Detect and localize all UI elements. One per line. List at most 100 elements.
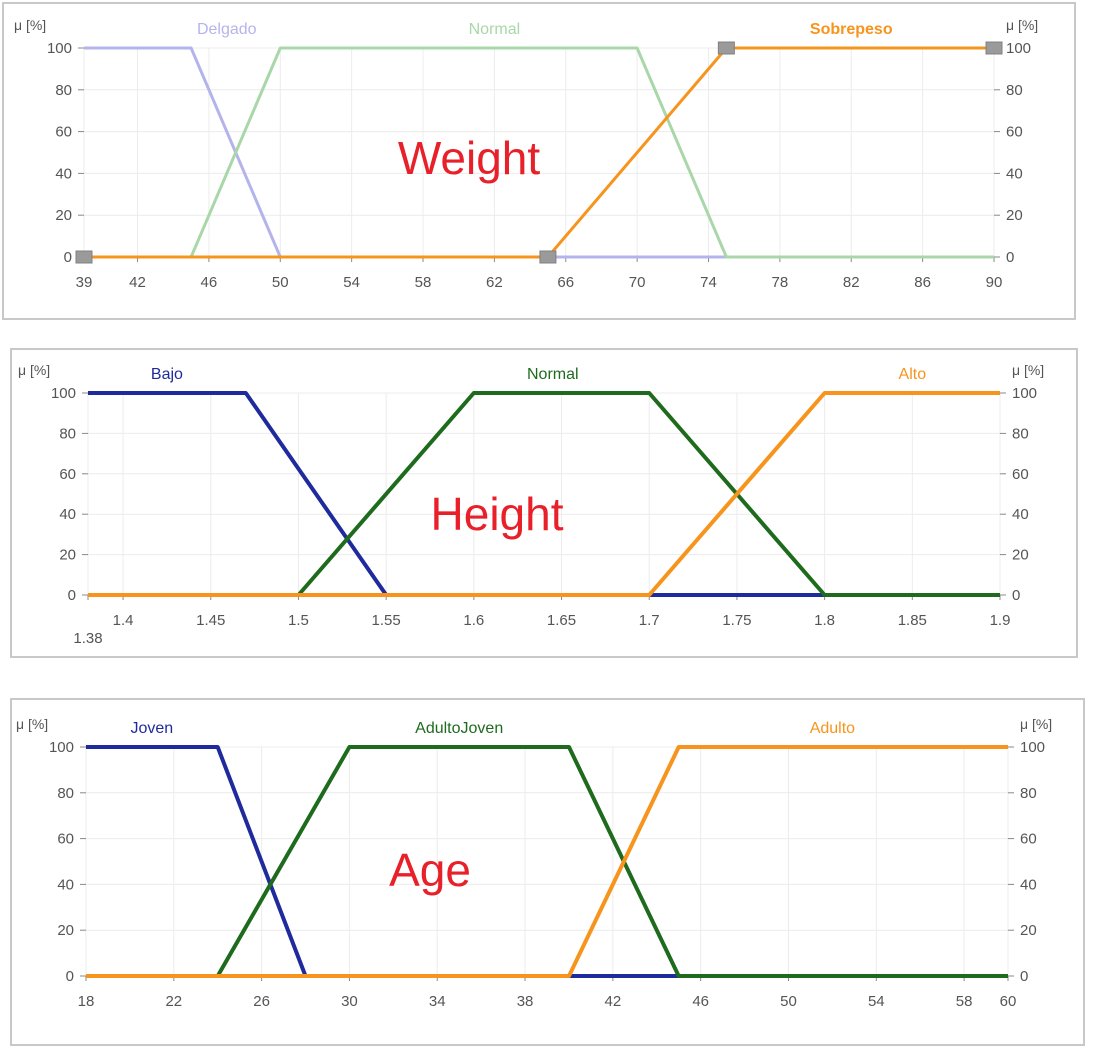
weight-x-tick-13: 90 <box>986 274 1003 291</box>
age-x-tick-6: 42 <box>605 993 622 1010</box>
height-legend-bajo: Bajo <box>151 366 183 383</box>
height-y-tick-left-5: 100 <box>51 385 76 402</box>
height-y-tick-right-1: 20 <box>1012 547 1029 564</box>
age-y-tick-right-1: 20 <box>1020 922 1037 939</box>
weight-x-tick-4: 54 <box>343 274 360 291</box>
weight-x-tick-10: 78 <box>772 274 789 291</box>
weight-legend-sobrepeso: Sobrepeso <box>810 21 893 38</box>
age-plot-area <box>85 746 1009 977</box>
height-y-tick-right-0: 0 <box>1012 587 1020 604</box>
height-y-tick-left-2: 40 <box>59 506 76 523</box>
age-y-tick-left-1: 20 <box>57 922 74 939</box>
height-series-alto <box>88 391 1000 597</box>
weight-y-tick-right-1: 20 <box>1006 207 1023 224</box>
age-title: Age <box>389 844 471 896</box>
height-x-tick-1: 1.4 <box>113 612 134 629</box>
height-x-tick-5: 1.6 <box>463 612 484 629</box>
age-y-tick-right-3: 60 <box>1020 831 1037 848</box>
weight-chart-panel: 0 0 20 20 40 40 60 60 80 80 100 100 39 42 46 50 54 58 62 66… <box>2 2 1076 320</box>
age-series-adultojoven <box>215 745 1008 978</box>
age-x-tick-7: 46 <box>692 993 709 1010</box>
age-y-tick-right-0: 0 <box>1020 968 1028 985</box>
weight-x-tick-0: 39 <box>76 274 93 291</box>
height-ylabel-left: μ [%] <box>18 362 50 378</box>
weight-ylabel-left: μ [%] <box>14 17 46 33</box>
height-x-tick-2: 1.45 <box>196 612 225 629</box>
height-x-tick-3: 1.5 <box>288 612 309 629</box>
weight-x-tick-11: 82 <box>843 274 860 291</box>
weight-chart: 0 0 20 20 40 40 60 60 80 80 100 100 39 42 46 50 54 58 62 66… <box>14 17 1038 291</box>
weight-y-tick-left-1: 20 <box>55 207 72 224</box>
age-x-tick-3: 30 <box>341 993 358 1010</box>
height-title: Height <box>431 488 564 540</box>
age-y-tick-left-0: 0 <box>66 968 74 985</box>
weight-series-sobrepeso <box>84 46 994 259</box>
age-y-tick-left-5: 100 <box>49 739 74 756</box>
weight-handle-1 <box>539 250 557 264</box>
height-x-tick-9: 1.8 <box>814 612 835 629</box>
weight-handle-0 <box>75 250 93 264</box>
age-y-tick-right-4: 80 <box>1020 785 1037 802</box>
age-x-tick-1: 22 <box>165 993 182 1010</box>
age-y-tick-right-2: 40 <box>1020 876 1037 893</box>
height-x-tick-10: 1.85 <box>898 612 927 629</box>
age-x-tick-8: 50 <box>780 993 797 1010</box>
height-chart-panel: 0 0 20 20 40 40 60 60 80 80 100 100 1.38 1.4 1.45 1.5 1.… <box>10 348 1078 658</box>
height-y-tick-right-2: 40 <box>1012 506 1029 523</box>
age-y-tick-left-2: 40 <box>57 876 74 893</box>
weight-x-tick-5: 58 <box>415 274 432 291</box>
height-y-tick-left-4: 80 <box>59 425 76 442</box>
weight-y-tick-left-4: 80 <box>55 82 72 99</box>
height-x-tick-8: 1.75 <box>722 612 751 629</box>
weight-x-tick-2: 46 <box>201 274 218 291</box>
weight-x-tick-9: 74 <box>700 274 717 291</box>
height-series-normal <box>296 391 1000 597</box>
age-chart-panel: 0 0 20 20 40 40 60 60 80 80 100 100 18 22 26 30 34 38 42 46… <box>10 698 1085 1046</box>
height-legend-alto: Alto <box>899 366 927 383</box>
height-x-tick-4: 1.55 <box>372 612 401 629</box>
height-y-tick-right-4: 80 <box>1012 425 1029 442</box>
age-x-tick-2: 26 <box>253 993 270 1010</box>
height-x-tick-6: 1.65 <box>547 612 576 629</box>
age-legend-joven: Joven <box>131 720 174 737</box>
age-ylabel-left: μ [%] <box>16 716 48 732</box>
weight-x-tick-8: 70 <box>629 274 646 291</box>
weight-handle-3 <box>985 41 1003 55</box>
height-x-tick-0: 1.38 <box>73 630 102 647</box>
height-chart: 0 0 20 20 40 40 60 60 80 80 100 100 1.38 1.4 1.45 1.5 1.… <box>18 362 1044 647</box>
age-x-tick-9: 54 <box>868 993 885 1010</box>
age-y-tick-left-3: 60 <box>57 831 74 848</box>
weight-x-tick-3: 50 <box>272 274 289 291</box>
age-x-tick-0: 18 <box>78 993 95 1010</box>
weight-legend-delgado: Delgado <box>197 21 257 38</box>
height-x-tick-7: 1.7 <box>639 612 660 629</box>
weight-x-tick-7: 66 <box>557 274 574 291</box>
age-chart: 0 0 20 20 40 40 60 60 80 80 100 100 18 22 26 30 34 38 42 46… <box>16 716 1052 1010</box>
height-y-tick-right-5: 100 <box>1012 385 1037 402</box>
age-series-adulto <box>86 745 1008 978</box>
age-y-tick-right-5: 100 <box>1020 739 1045 756</box>
age-y-tick-left-4: 80 <box>57 785 74 802</box>
weight-y-tick-left-5: 100 <box>47 40 72 57</box>
weight-title: Weight <box>398 132 541 184</box>
weight-y-tick-left-3: 60 <box>55 124 72 141</box>
height-y-tick-right-3: 60 <box>1012 466 1029 483</box>
age-x-tick-11: 60 <box>1000 993 1017 1010</box>
age-x-tick-4: 34 <box>429 993 446 1010</box>
weight-y-tick-right-2: 40 <box>1006 165 1023 182</box>
weight-y-tick-right-4: 80 <box>1006 82 1023 99</box>
height-y-tick-left-1: 20 <box>59 547 76 564</box>
weight-x-tick-12: 86 <box>914 274 931 291</box>
weight-y-tick-left-2: 40 <box>55 165 72 182</box>
weight-y-tick-right-5: 100 <box>1006 40 1031 57</box>
height-plot-area <box>87 392 1001 596</box>
age-ylabel-right: μ [%] <box>1020 716 1052 732</box>
height-x-tick-11: 1.9 <box>990 612 1011 629</box>
weight-y-tick-right-3: 60 <box>1006 124 1023 141</box>
weight-y-tick-left-0: 0 <box>64 249 72 266</box>
weight-handle-2 <box>717 41 735 55</box>
weight-legend-normal: Normal <box>469 21 521 38</box>
weight-x-tick-1: 42 <box>129 274 146 291</box>
weight-ylabel-right: μ [%] <box>1006 17 1038 33</box>
height-y-tick-left-3: 60 <box>59 466 76 483</box>
